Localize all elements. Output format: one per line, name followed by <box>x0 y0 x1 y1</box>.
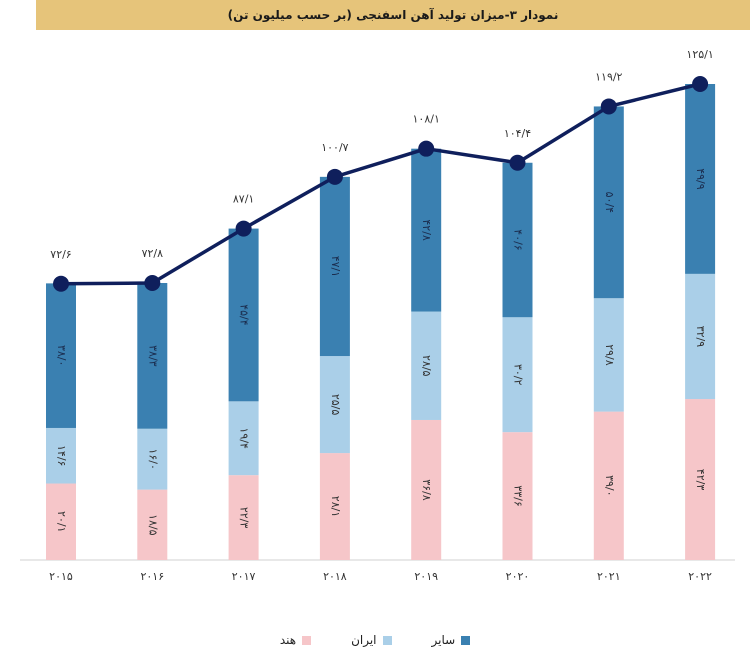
total-point <box>326 168 343 185</box>
data-label-iran: ۱۹/۴ <box>238 428 251 450</box>
bar-hind <box>593 411 624 560</box>
total-label: ۱۰۰/۷ <box>321 141 348 154</box>
legend-swatch-hind <box>302 635 312 645</box>
total-label: ۱۰۸/۱ <box>413 113 440 126</box>
bar-iran <box>228 401 259 476</box>
chart-title-bar: نمودار ۳-میزان تولید آهن اسفنجی (بر حسب … <box>36 0 750 30</box>
data-label-hind: ۴۲/۳ <box>694 469 707 491</box>
bar-hind <box>46 483 76 560</box>
x-tick-label: ۲۰۱۹ <box>414 570 438 583</box>
chart-title: نمودار ۳-میزان تولید آهن اسفنجی (بر حسب … <box>227 8 559 22</box>
bar-other <box>46 283 76 428</box>
data-label-other: ۴۹/۹ <box>694 168 707 190</box>
total-point <box>144 274 161 291</box>
bar-iran <box>319 356 350 454</box>
x-tick-label: ۲۰۱۵ <box>49 570 73 583</box>
total-label: ۱۰۴/۴ <box>504 127 531 140</box>
data-label-iran: ۳۲/۹ <box>694 326 707 348</box>
data-label-other: ۴۰/۶ <box>512 229 525 250</box>
bar-iran <box>137 428 168 490</box>
chart-legend: سایر ایران هند <box>0 628 750 652</box>
data-label-other: ۵۰/۴ <box>603 192 616 214</box>
bar-iran <box>46 427 76 484</box>
legend-swatch-iran <box>382 635 392 645</box>
bar-other <box>411 148 442 312</box>
data-label-iran: ۲۹/۸ <box>603 344 616 366</box>
total-point <box>235 220 252 237</box>
data-label-other: ۴۷/۱ <box>329 256 342 277</box>
legend-item-iran: ایران <box>351 633 392 647</box>
data-label-hind: ۱۸/۵ <box>146 514 159 536</box>
bar-iran <box>685 273 716 400</box>
total-point <box>692 76 709 92</box>
data-label-other: ۴۵/۴ <box>238 304 251 326</box>
bar-iran <box>593 298 624 412</box>
bar-hind <box>502 432 533 560</box>
bar-other <box>319 176 350 357</box>
total-point <box>53 275 69 292</box>
data-label-hind: ۳۶/۸ <box>420 479 433 501</box>
bar-hind <box>137 489 168 560</box>
x-tick-label: ۲۰۱۶ <box>140 570 164 583</box>
legend-label-iran: ایران <box>351 633 377 647</box>
bar-other <box>228 228 259 402</box>
legend-swatch-other <box>461 635 471 645</box>
total-point <box>418 140 435 157</box>
legend-item-hind: هند <box>279 633 312 647</box>
bar-iran <box>411 311 442 420</box>
total-point <box>509 154 526 171</box>
data-label-hind: ۲۰/۱ <box>55 511 68 532</box>
total-label: ۱۲۵/۱ <box>686 48 713 61</box>
data-label-iran: ۳۰/۲ <box>512 364 525 386</box>
bar-other <box>685 84 716 274</box>
bar-hind <box>228 475 259 560</box>
bar-hind <box>319 453 350 560</box>
x-tick-label: ۲۰۱۷ <box>232 570 256 583</box>
data-label-hind: ۳۳/۶ <box>512 485 525 506</box>
data-label-iran: ۲۸/۵ <box>420 355 433 377</box>
legend-label-other: سایر <box>431 633 456 647</box>
bar-hind <box>685 399 716 560</box>
total-label: ۷۲/۶ <box>50 248 71 261</box>
total-label: ۱۱۹/۲ <box>595 70 622 83</box>
data-label-iran: ۱۶/۰ <box>146 448 159 469</box>
bar-iran <box>502 317 533 433</box>
bar-other <box>502 162 533 318</box>
data-label-other: ۳۸/۰ <box>55 345 68 366</box>
bar-other <box>137 282 168 429</box>
total-line <box>60 82 701 286</box>
stacked-bar-chart: ۲۰/۱ ۱۴/۶ ۳۸/۰ ۲۰۱۵ ۱۸/۵ ۱۶/۰ ۳۸/۳ ۲۰۱۶ ۲۲/۳ ۱۹/۴… <box>20 48 735 583</box>
data-label-hind: ۳۹/۰ <box>603 475 616 496</box>
data-label-iran: ۱۴/۶ <box>55 445 68 466</box>
total-point <box>600 98 617 115</box>
bar-hind <box>411 419 442 560</box>
data-label-hind: ۲۸/۱ <box>329 496 342 517</box>
legend-item-other: سایر <box>432 633 471 647</box>
data-label-other: ۳۸/۳ <box>146 345 159 367</box>
x-tick-label: ۲۰۲۰ <box>506 570 530 583</box>
data-label-hind: ۲۲/۳ <box>238 507 251 529</box>
total-label: ۸۷/۱ <box>233 193 254 206</box>
data-label-iran: ۲۵/۵ <box>329 394 342 416</box>
bar-other <box>593 106 624 299</box>
data-label-other: ۴۲/۸ <box>420 219 433 241</box>
total-label: ۷۲/۸ <box>142 247 164 260</box>
x-tick-label: ۲۰۲۱ <box>597 570 621 583</box>
x-tick-label: ۲۰۱۸ <box>323 570 347 583</box>
x-tick-label: ۲۰۲۲ <box>688 570 712 583</box>
legend-label-hind: هند <box>279 633 297 647</box>
